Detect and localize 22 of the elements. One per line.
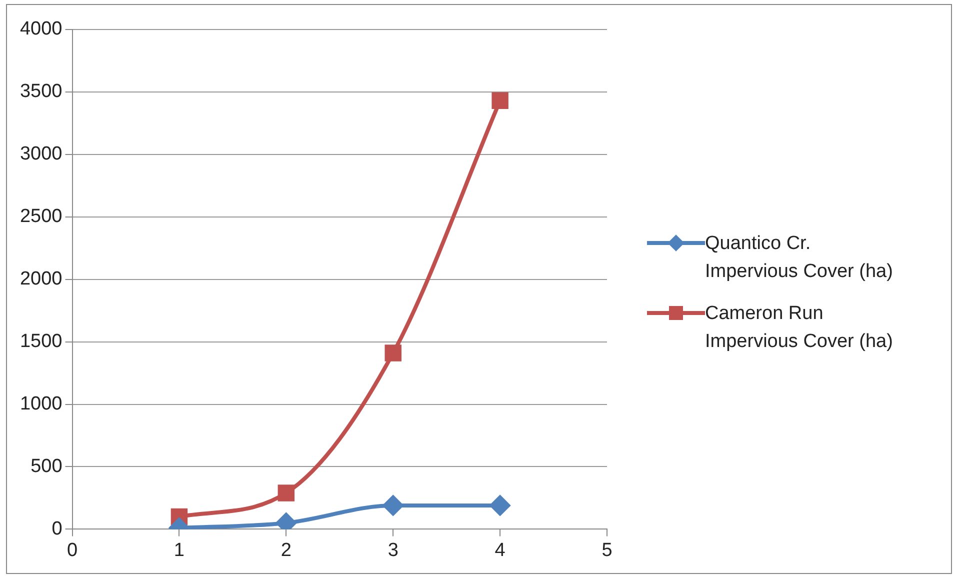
y-tick-label: 500 (30, 456, 62, 477)
point (492, 92, 508, 109)
legend-label: Cameron Run Impervious Cover (ha) (705, 302, 894, 354)
x-tick-label: 0 (66, 540, 78, 561)
x-tick-label: 5 (602, 540, 612, 561)
y-tick-label: 3000 (20, 144, 62, 165)
y-tick-label: 0 (52, 518, 62, 540)
legend-label: Quantico Cr. Impervious Cover (ha) (705, 232, 894, 284)
x-tick-label: 4 (494, 540, 506, 561)
point (383, 495, 404, 516)
x-tick-label: 2 (280, 540, 292, 561)
y-tick-label: 4000 (20, 18, 62, 40)
y-tick-label: 1000 (20, 393, 62, 414)
x-tick-label: 3 (388, 540, 398, 561)
point (384, 344, 402, 362)
y-tick-label: 3500 (20, 81, 62, 102)
point (490, 495, 510, 516)
y-tick-label: 2000 (20, 268, 62, 290)
y-tick-label: 2500 (20, 206, 62, 228)
point (278, 484, 295, 502)
y-tick-label: 1500 (20, 331, 62, 352)
x-tick-label: 1 (174, 540, 185, 561)
